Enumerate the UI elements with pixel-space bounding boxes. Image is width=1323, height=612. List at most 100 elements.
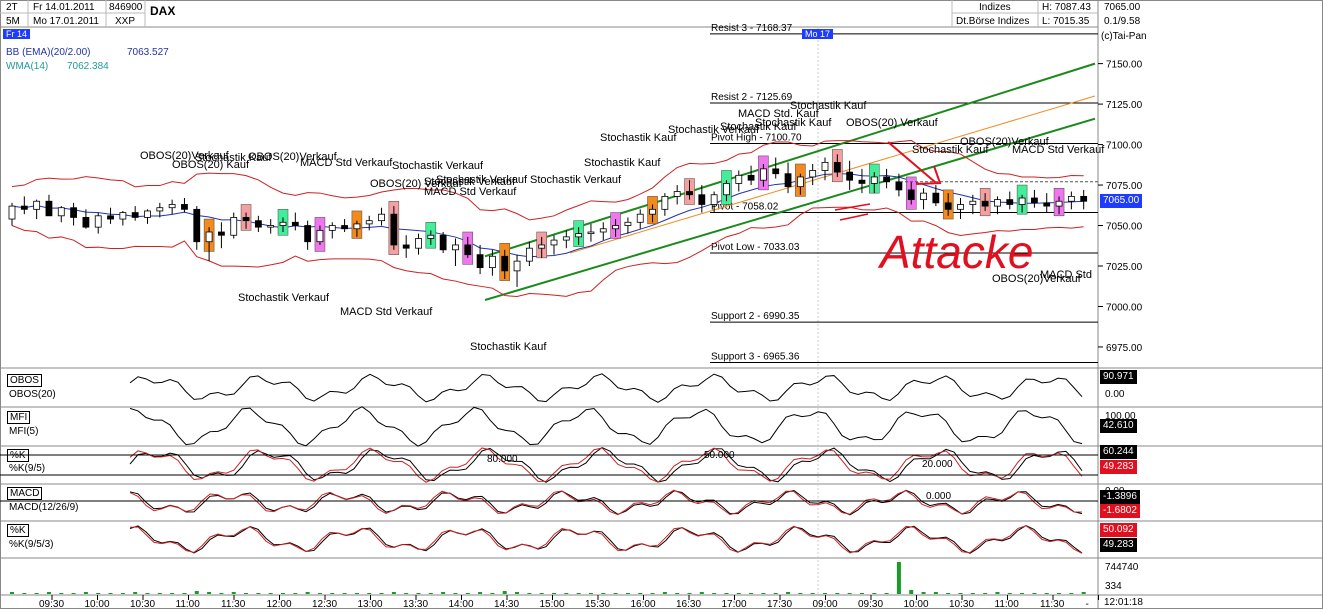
volume-bar [995,592,1000,594]
volume-bar [687,593,692,594]
bollinger-upper [11,139,1084,221]
candle-body [181,204,188,210]
volume-bar [170,593,175,594]
signal-label: Stochastik Kauf [755,117,832,129]
candle-body [341,225,348,230]
candle-body [168,204,176,209]
mfi-name: MFI(5) [9,426,39,437]
candle-body [599,228,607,233]
volume-bar [823,593,827,594]
volume-bar [379,593,384,594]
volume-bar [983,593,988,594]
pivot-level-label: Pivot - 7058.02 [711,202,779,213]
candle-body [809,170,817,178]
stoch-tag[interactable]: %K [7,449,29,462]
volume-bar [34,593,39,594]
time-tick-label: 16:30 [676,599,701,609]
volume-bar [909,590,914,594]
volume-bar [428,593,433,594]
signal-label: OBOS(20) Kauf [172,159,250,171]
signal-label: Stochastik Verkauf [424,176,516,188]
candle-body [587,231,595,235]
volume-bar [1081,592,1086,594]
volume-bar [933,592,938,594]
candle-body [242,217,250,222]
volume-bar [108,593,113,594]
time-tick-label: 14:30 [494,599,519,609]
signal-label: MACD Std Verkauf [1012,144,1105,156]
volume-bar [391,592,396,594]
volume-bar [453,593,458,594]
volume-bar [699,592,704,594]
volume-bar [761,593,766,594]
candle-body [796,176,804,188]
candle-body [1006,199,1014,205]
wma-line [11,173,1084,258]
candle-body [895,181,903,191]
macd-tag[interactable]: MACD [7,487,43,500]
header-period-2: 5M [6,16,20,27]
y-tick-label: 7125.00 [1106,100,1143,111]
candle-body [538,244,546,249]
candle-body [57,207,65,217]
obos-tag[interactable]: OBOS [7,374,42,387]
candle-body [131,212,139,218]
volume-bar [675,593,680,594]
signal-label: Stochastik Kauf [470,341,547,353]
candle-body [957,204,964,210]
wma-value: 7062.384 [67,61,109,72]
channel-lower-line [484,117,1096,301]
candle-body [365,220,373,225]
candle-body [636,213,644,223]
volume-bar [96,593,101,594]
slow-d-line [129,525,1083,554]
candle-body [686,191,693,196]
market-2: Dt.Börse Indizes [956,16,1030,27]
candle-body [907,189,915,201]
candle-body [846,171,854,181]
mfi-tag[interactable]: MFI [7,411,31,424]
volume-bar [552,593,556,594]
signal-label: MACD Std. Kauf [738,108,820,120]
signal-label: MACD Std Verkauf [300,157,393,169]
obos-line [129,373,1083,403]
volume-bar [798,593,803,594]
time-tick-label: 11:30 [1040,599,1065,609]
time-tick-label: 13:00 [358,599,383,609]
bollinger-lower [11,206,1084,298]
candle-body [415,238,422,249]
volume-bar [576,593,581,594]
high-label: H: 7087.43 [1042,2,1091,13]
candle-body [144,210,151,218]
candle-body [489,255,496,269]
volume-tick-1: 744740 [1105,562,1139,573]
volume-bar [539,593,544,594]
candle-body [981,200,989,207]
header-exchange: XXP [115,16,136,27]
signal-label: Stochastik Verkauf [238,292,330,304]
volume-bar [120,593,125,594]
wma-label[interactable]: WMA(14) [6,61,49,72]
slow-value-2: 49.283 [1100,538,1137,552]
volume-bar [145,593,150,594]
obos-value: 90.971 [1100,370,1137,384]
volume-bar [1032,593,1037,594]
macd-zero-label: 0.000 [926,491,951,502]
volume-bar [1007,593,1012,594]
bb-label[interactable]: BB (EMA)(20/2.00) [6,47,91,58]
candle-body [747,174,755,181]
time-tick-label: 12:00 [267,599,292,609]
header-date-1: Fr 14.01.2011 [33,2,95,13]
volume-bar [478,592,483,594]
candle-body [821,161,829,171]
volume-bar [330,593,335,594]
volume-bar [1044,593,1049,594]
candle-body [575,233,583,238]
time-tick-label: 10:00 [904,599,929,609]
handwritten-arrow [887,141,942,185]
candle-body [378,213,385,222]
slow-tag[interactable]: %K [7,524,29,537]
volume-bar [527,593,532,594]
